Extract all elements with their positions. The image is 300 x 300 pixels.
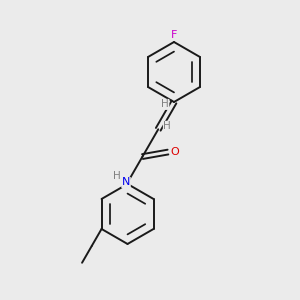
Text: H: H xyxy=(161,99,169,110)
Text: H: H xyxy=(164,121,171,131)
Text: N: N xyxy=(122,178,130,188)
Text: H: H xyxy=(113,172,121,182)
Text: O: O xyxy=(170,147,179,157)
Text: F: F xyxy=(171,30,177,40)
